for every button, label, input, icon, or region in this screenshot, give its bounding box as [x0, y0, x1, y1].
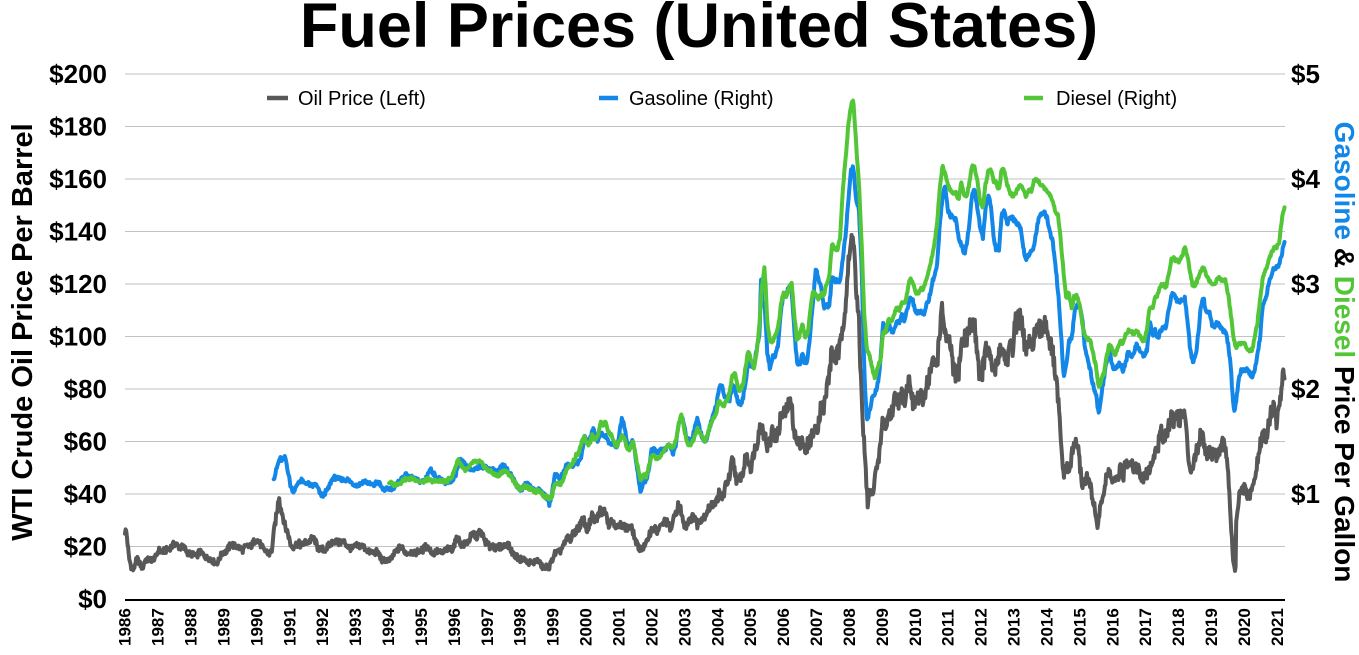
svg-text:Gasoline (Right): Gasoline (Right)	[629, 88, 774, 110]
svg-text:$40: $40	[64, 479, 107, 509]
svg-text:2014: 2014	[1038, 608, 1057, 646]
svg-text:2003: 2003	[675, 608, 694, 646]
svg-text:$60: $60	[64, 427, 107, 457]
svg-text:Diesel (Right): Diesel (Right)	[1056, 88, 1177, 110]
svg-text:2021: 2021	[1268, 608, 1287, 646]
svg-text:2012: 2012	[972, 608, 991, 646]
svg-text:$1: $1	[1291, 479, 1320, 509]
svg-text:2019: 2019	[1202, 608, 1221, 646]
svg-text:2008: 2008	[840, 608, 859, 646]
svg-text:2016: 2016	[1103, 608, 1122, 646]
svg-text:1992: 1992	[313, 608, 332, 646]
svg-text:$2: $2	[1291, 374, 1320, 404]
svg-text:1987: 1987	[149, 608, 168, 646]
svg-text:1994: 1994	[379, 608, 398, 646]
svg-text:$160: $160	[49, 164, 107, 194]
svg-text:2005: 2005	[741, 608, 760, 646]
svg-text:2006: 2006	[774, 608, 793, 646]
svg-text:2013: 2013	[1005, 608, 1024, 646]
svg-text:2009: 2009	[873, 608, 892, 646]
svg-text:$140: $140	[49, 217, 107, 247]
svg-text:2011: 2011	[939, 609, 958, 646]
svg-text:$100: $100	[49, 322, 107, 352]
svg-text:WTI Crude Oil Price Per Barrel: WTI Crude Oil Price Per Barrel	[7, 123, 39, 540]
svg-text:1997: 1997	[478, 608, 497, 646]
svg-text:2017: 2017	[1136, 608, 1155, 646]
svg-text:$5: $5	[1291, 59, 1320, 89]
svg-text:2015: 2015	[1070, 608, 1089, 646]
svg-text:$200: $200	[49, 59, 107, 89]
svg-text:$3: $3	[1291, 269, 1320, 299]
svg-text:2004: 2004	[708, 608, 727, 646]
svg-text:1998: 1998	[511, 608, 530, 646]
svg-text:1995: 1995	[412, 608, 431, 646]
svg-text:2001: 2001	[610, 608, 629, 646]
svg-text:Fuel Prices (United States): Fuel Prices (United States)	[300, 0, 1098, 61]
svg-text:$180: $180	[49, 112, 107, 142]
svg-text:1991: 1991	[280, 608, 299, 646]
svg-text:1993: 1993	[346, 608, 365, 646]
svg-text:$80: $80	[64, 374, 107, 404]
svg-text:1989: 1989	[215, 608, 234, 646]
svg-text:1990: 1990	[247, 608, 266, 646]
svg-text:1986: 1986	[116, 608, 135, 646]
svg-text:2010: 2010	[906, 608, 925, 646]
svg-text:Gasoline & Diesel Price Per Ga: Gasoline & Diesel Price Per Gallon	[1329, 122, 1359, 583]
svg-text:2000: 2000	[577, 608, 596, 646]
svg-text:2007: 2007	[807, 608, 826, 646]
svg-text:$120: $120	[49, 269, 107, 299]
svg-text:1996: 1996	[445, 608, 464, 646]
svg-text:1988: 1988	[182, 608, 201, 646]
svg-text:Oil Price (Left): Oil Price (Left)	[298, 88, 426, 110]
svg-text:2002: 2002	[642, 608, 661, 646]
svg-text:$0: $0	[78, 584, 107, 614]
svg-text:1999: 1999	[544, 608, 563, 646]
svg-text:$4: $4	[1291, 164, 1320, 194]
svg-text:2020: 2020	[1235, 608, 1254, 646]
svg-text:$20: $20	[64, 532, 107, 562]
svg-text:2018: 2018	[1169, 608, 1188, 646]
